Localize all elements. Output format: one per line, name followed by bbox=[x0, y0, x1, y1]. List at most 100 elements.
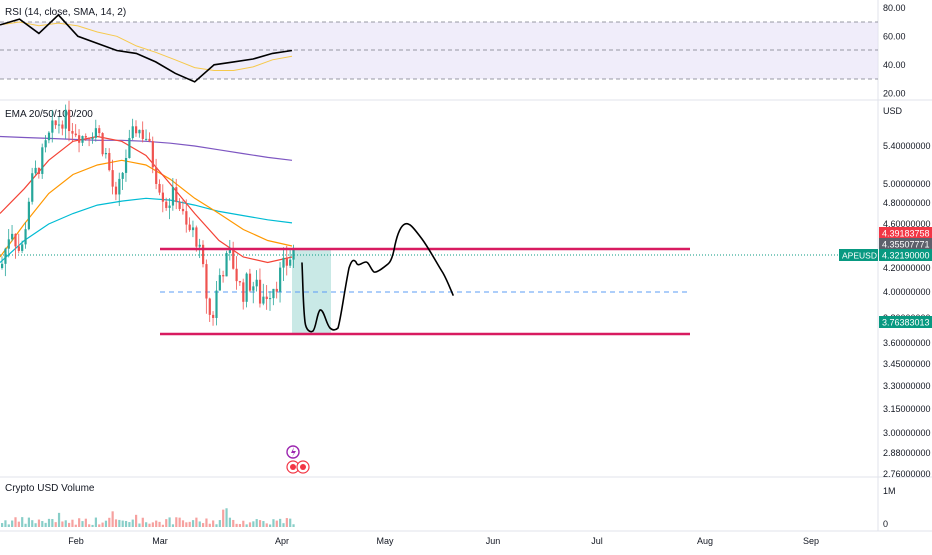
candle-body bbox=[235, 268, 238, 282]
candle-body bbox=[94, 128, 97, 138]
candle-body bbox=[225, 252, 228, 277]
candle-body bbox=[168, 205, 171, 208]
candle-body bbox=[104, 152, 108, 155]
candle-body bbox=[279, 267, 282, 292]
candle-body bbox=[101, 133, 104, 155]
volume-bar bbox=[145, 522, 148, 527]
volume-bar bbox=[161, 524, 164, 527]
candle-body bbox=[7, 239, 10, 249]
volume-bar bbox=[141, 517, 144, 527]
candle-body bbox=[98, 128, 101, 134]
price-tick-label: 3.00000000 bbox=[883, 428, 931, 438]
lightning-icon-glyph bbox=[291, 447, 296, 457]
volume-bars bbox=[1, 508, 295, 527]
candle-body bbox=[161, 192, 164, 202]
volume-bar bbox=[148, 523, 151, 527]
volume-pane[interactable]: Crypto USD Volume 1M 0 bbox=[1, 483, 896, 529]
candle-body bbox=[118, 178, 121, 195]
volume-bar bbox=[124, 520, 128, 527]
candle-body bbox=[61, 124, 64, 129]
volume-bar bbox=[289, 518, 292, 527]
volume-bar bbox=[252, 521, 255, 527]
candle-body bbox=[151, 141, 154, 168]
rsi-line bbox=[0, 13, 293, 83]
event-icons[interactable] bbox=[286, 445, 310, 474]
candle-body bbox=[128, 138, 131, 159]
price-pane[interactable]: EMA 20/50/100/200 USD 5.40000000 5.000000… bbox=[0, 100, 932, 479]
candle-body bbox=[171, 187, 175, 206]
candle-body bbox=[269, 298, 272, 300]
candle-body bbox=[181, 208, 185, 212]
volume-bar bbox=[4, 520, 7, 527]
candle-body bbox=[141, 129, 144, 139]
volume-bar bbox=[74, 524, 77, 527]
candle-body bbox=[71, 131, 74, 134]
volume-bar bbox=[121, 520, 124, 527]
price-tick-label: 4.80000000 bbox=[883, 198, 931, 208]
volume-bar bbox=[165, 519, 168, 527]
price-tick-label: 3.30000000 bbox=[883, 381, 931, 391]
volume-bar bbox=[17, 521, 20, 527]
candle-body bbox=[262, 296, 265, 304]
candle-body bbox=[228, 249, 231, 253]
time-tick-label: Jul bbox=[591, 536, 603, 546]
volume-bar bbox=[279, 518, 282, 527]
candle-body bbox=[155, 167, 158, 184]
symbol-badge-label: APEUSD bbox=[842, 251, 877, 261]
price-tick-label: 4.00000000 bbox=[883, 287, 931, 297]
volume-bar bbox=[108, 517, 111, 527]
volume-bar bbox=[78, 518, 81, 527]
rsi-pane[interactable]: RSI (14, close, SMA, 14, 2) 80.00 60.00 40… bbox=[0, 3, 906, 99]
candle-body bbox=[292, 249, 295, 260]
time-tick-label: May bbox=[376, 536, 394, 546]
volume-bar bbox=[41, 521, 44, 527]
candle-body bbox=[282, 257, 285, 268]
candle-body bbox=[248, 273, 252, 291]
ema-50-line bbox=[0, 159, 293, 258]
price-tick-label: 2.76000000 bbox=[883, 469, 931, 479]
volume-bar bbox=[292, 524, 295, 527]
candle-body bbox=[37, 167, 41, 174]
volume-bar bbox=[245, 524, 248, 527]
candle-body bbox=[111, 170, 114, 187]
volume-bar bbox=[181, 520, 185, 527]
candle-body bbox=[232, 249, 235, 269]
candle-body bbox=[185, 211, 188, 225]
candle-body bbox=[212, 314, 215, 318]
candle-body bbox=[74, 133, 77, 136]
earnings-icon-inner bbox=[290, 464, 296, 470]
price-badge-label: 3.76383013 bbox=[882, 318, 930, 328]
candle-body bbox=[202, 244, 205, 265]
candle-body bbox=[215, 290, 218, 318]
candle-body bbox=[252, 286, 255, 291]
volume-bar bbox=[282, 523, 285, 527]
price-tick-label: 3.60000000 bbox=[883, 338, 931, 348]
ema-pane-label: EMA 20/50/100/200 bbox=[5, 109, 93, 120]
candle-body bbox=[4, 248, 7, 264]
candle-body bbox=[208, 298, 211, 315]
volume-bar bbox=[198, 521, 201, 527]
volume-axis: 1M 0 bbox=[883, 486, 896, 529]
candle-body bbox=[175, 187, 178, 202]
rsi-pane-label: RSI (14, close, SMA, 14, 2) bbox=[5, 7, 126, 18]
candle-body bbox=[285, 257, 288, 266]
candle-body bbox=[275, 288, 278, 292]
position-box[interactable] bbox=[292, 249, 331, 333]
candle-body bbox=[218, 275, 221, 291]
candle-body bbox=[198, 244, 201, 247]
price-axis: 5.40000000 5.00000000 4.80000000 4.60000000… bbox=[883, 141, 931, 479]
projection-drawing[interactable] bbox=[301, 222, 454, 333]
time-tick-label: Mar bbox=[152, 536, 168, 546]
volume-bar bbox=[34, 523, 37, 527]
volume-bar bbox=[265, 523, 268, 527]
candle-body bbox=[272, 288, 275, 299]
volume-bar bbox=[212, 520, 215, 527]
volume-bar bbox=[37, 519, 41, 527]
time-axis: Feb Mar Apr May Jun Jul Aug Sep bbox=[68, 536, 819, 546]
volume-bar bbox=[225, 508, 228, 527]
volume-bar bbox=[158, 521, 161, 527]
volume-bar bbox=[235, 523, 238, 527]
candle-body bbox=[14, 233, 17, 247]
